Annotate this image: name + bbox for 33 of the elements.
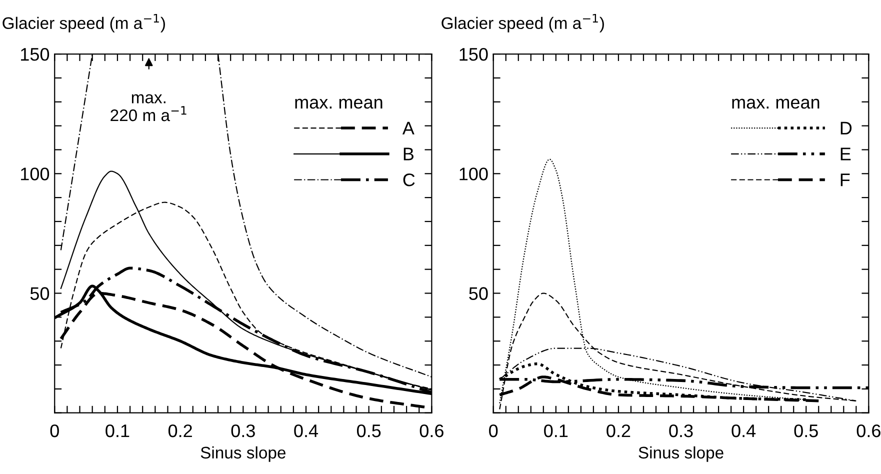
y-tick-label: 150 (21, 48, 50, 61)
legend-label: F (840, 174, 850, 186)
x-axis-title: Sinus slope (200, 446, 286, 462)
legend-label: C (403, 173, 415, 186)
y-axis-title: Glacier speed (m a$^{−1}$) (442, 14, 604, 32)
x-tick-label: 0.3 (231, 424, 255, 438)
y-tick-label: 50 (30, 287, 50, 300)
x-tick-label: 0.6 (856, 424, 880, 438)
x-tick-label: 0.4 (732, 424, 756, 438)
x-tick-label: 0.3 (669, 424, 693, 438)
legend-label: D (840, 122, 852, 134)
x-tick-label: 0.1 (544, 424, 568, 438)
x-tick-label: 0.1 (106, 424, 130, 438)
y-tick-label: 100 (21, 168, 50, 180)
legend-label: B (404, 148, 414, 160)
legend-label: A (402, 122, 414, 134)
y-axis-title: Glacier speed (m a$^{−1}$) (2, 14, 165, 32)
x-tick-label: 0.4 (294, 424, 318, 438)
y-tick-label: 50 (469, 287, 488, 300)
y-tick-label: 150 (460, 48, 488, 61)
x-axis-title: Sinus slope (638, 446, 724, 462)
x-tick-label: 0.5 (357, 424, 381, 438)
x-tick-label: 0.2 (168, 424, 192, 438)
x-tick-label: 0.2 (606, 424, 630, 438)
legend-title: max. mean (295, 98, 382, 109)
legend-title: max. mean (732, 98, 820, 109)
x-tick-label: 0 (50, 424, 59, 438)
x-tick-label: 0.6 (420, 424, 444, 438)
annotation: max. 220 m a$^{−1}$ (110, 94, 186, 122)
legend-label: E (840, 148, 851, 160)
x-tick-label: 0.5 (794, 424, 818, 438)
x-tick-label: 0 (489, 424, 498, 438)
y-tick-label: 100 (460, 168, 488, 180)
